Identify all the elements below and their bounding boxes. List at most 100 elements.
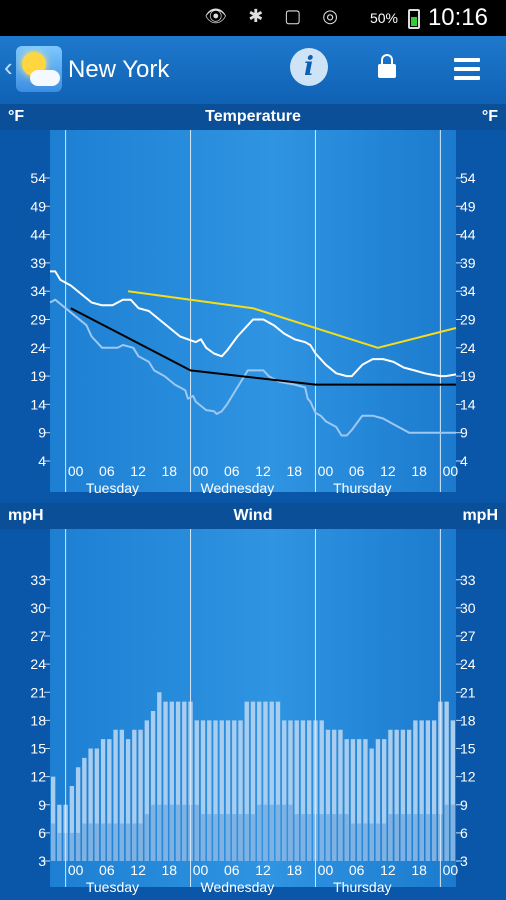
- gust-bar: [250, 701, 256, 861]
- wind-bar: [406, 814, 412, 861]
- gust-bar: [69, 786, 75, 861]
- wind-bar: [232, 814, 237, 861]
- x-tick-label: 00: [318, 463, 334, 479]
- gust-bar: [282, 720, 287, 861]
- wind-bar: [363, 823, 368, 861]
- y-tick-label-left: 6: [38, 825, 46, 841]
- wind-bar: [82, 823, 87, 861]
- wind-bar: [338, 814, 343, 861]
- gust-bar: [350, 739, 356, 861]
- gust-bar: [275, 701, 281, 861]
- gust-bar: [213, 720, 218, 861]
- x-tick-label: 06: [349, 463, 365, 479]
- y-tick-label-right: 27: [460, 628, 476, 644]
- plot-area: [50, 130, 456, 492]
- x-tick-label: 00: [68, 463, 84, 479]
- wind-bar: [369, 823, 374, 861]
- gust-bar: [356, 739, 362, 861]
- gust-bar: [125, 739, 131, 861]
- wind-bar: [381, 823, 387, 861]
- x-tick-label: 00: [193, 862, 209, 878]
- gust-bar: [294, 720, 299, 861]
- wind-bar: [50, 823, 56, 861]
- y-tick-label-right: 15: [460, 741, 476, 757]
- wind-bar: [125, 823, 131, 861]
- wind-bar: [425, 814, 431, 861]
- y-tick-label-left: 19: [30, 368, 46, 384]
- wind-unit-right: mpH: [462, 507, 498, 524]
- gust-bar: [169, 701, 174, 861]
- wind-bar: [307, 814, 312, 861]
- y-tick-label-left: 29: [30, 311, 46, 327]
- lock-icon[interactable]: [378, 54, 396, 78]
- x-tick-label: 00: [443, 862, 459, 878]
- clock: 10:16: [427, 4, 488, 31]
- y-tick-label-left: 24: [30, 340, 46, 356]
- gust-bar: [138, 729, 143, 861]
- wind-bar: [119, 823, 125, 861]
- y-tick-label-left: 9: [38, 797, 46, 813]
- day-label: Wednesday: [201, 480, 275, 496]
- y-tick-label-left: 39: [30, 255, 46, 271]
- gust-bar: [194, 720, 199, 861]
- gust-bar: [232, 720, 237, 861]
- gust-bar: [406, 729, 412, 861]
- sun-cloud-icon[interactable]: [16, 46, 62, 92]
- wind-bar: [194, 804, 199, 861]
- gust-bar: [219, 720, 224, 861]
- day-label: Tuesday: [86, 480, 139, 496]
- y-tick-label-left: 12: [30, 769, 46, 785]
- menu-icon[interactable]: [454, 58, 480, 85]
- x-tick-label: 06: [99, 862, 115, 878]
- gust-bar: [88, 748, 93, 861]
- y-tick-label-left: 14: [30, 396, 46, 412]
- gust-bar: [394, 729, 399, 861]
- info-button[interactable]: i: [290, 48, 328, 86]
- x-tick-label: 12: [255, 862, 271, 878]
- x-tick-label: 18: [162, 862, 178, 878]
- y-tick-label-left: 44: [30, 227, 46, 243]
- y-tick-label-left: 49: [30, 198, 46, 214]
- chevron-left-icon[interactable]: ‹: [4, 52, 13, 82]
- y-tick-label-right: 18: [460, 712, 476, 728]
- gust-bar: [238, 720, 243, 861]
- wind-bar: [150, 804, 156, 861]
- wind-bar: [175, 804, 181, 861]
- y-tick-label-right: 3: [460, 853, 468, 869]
- wind-bar: [269, 804, 274, 861]
- gust-bar: [75, 767, 81, 861]
- gust-bar: [419, 720, 424, 861]
- gust-bar: [450, 720, 456, 861]
- gust-bar: [307, 720, 312, 861]
- battery-percent: 50%: [369, 10, 398, 26]
- x-tick-label: 12: [380, 862, 396, 878]
- y-tick-label-left: 15: [30, 741, 46, 757]
- wind-bar: [182, 804, 187, 861]
- gust-bar: [113, 729, 118, 861]
- gust-bar: [388, 729, 393, 861]
- wind-bar: [238, 814, 243, 861]
- y-tick-label-left: 54: [30, 170, 46, 186]
- gust-bar: [82, 757, 87, 861]
- wind-bar: [157, 804, 162, 861]
- series-line: [127, 290, 457, 349]
- wind-bar: [132, 823, 137, 861]
- wind-bar: [169, 804, 174, 861]
- temperature-header: °F Temperature °F: [0, 104, 506, 130]
- gust-bar: [263, 701, 268, 861]
- x-tick-label: 06: [224, 862, 240, 878]
- gust-bar: [200, 720, 206, 861]
- wind-bar: [356, 823, 362, 861]
- y-tick-label-right: 6: [460, 825, 468, 841]
- wind-bar: [450, 804, 456, 861]
- x-tick-label: 00: [443, 463, 459, 479]
- wind-bar: [57, 832, 62, 861]
- day-label: Tuesday: [86, 879, 139, 895]
- wind-unit-left: mpH: [8, 507, 44, 524]
- y-tick-label-right: 33: [460, 572, 476, 588]
- gust-bar: [207, 720, 212, 861]
- day-label: Wednesday: [201, 879, 275, 895]
- wind-title: Wind: [233, 507, 273, 524]
- wind-bar: [138, 823, 143, 861]
- series-line: [70, 307, 456, 386]
